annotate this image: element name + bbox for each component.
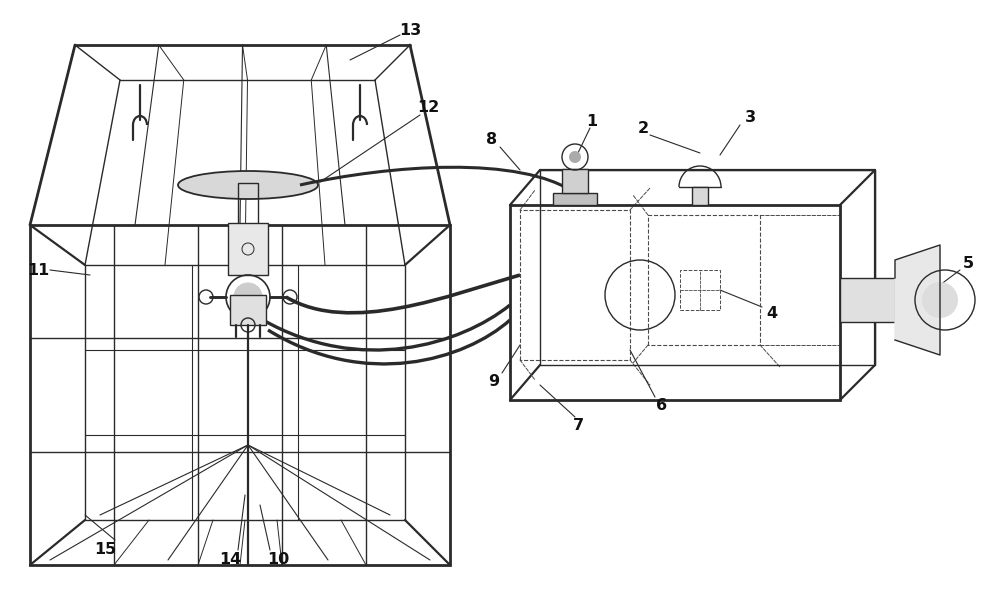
Bar bbox=[238, 183, 258, 225]
Circle shape bbox=[234, 283, 262, 311]
Text: 8: 8 bbox=[486, 132, 498, 146]
Text: 3: 3 bbox=[744, 109, 756, 124]
Text: 13: 13 bbox=[399, 23, 421, 38]
Bar bbox=[510, 205, 840, 400]
Text: 11: 11 bbox=[27, 263, 49, 277]
Text: 12: 12 bbox=[417, 100, 439, 114]
Bar bbox=[680, 270, 720, 310]
Text: 4: 4 bbox=[766, 306, 778, 320]
Bar bbox=[562, 169, 588, 193]
Bar bbox=[692, 187, 708, 205]
Bar bbox=[540, 170, 875, 365]
Text: 10: 10 bbox=[267, 552, 289, 568]
Text: 5: 5 bbox=[962, 255, 974, 271]
Text: 1: 1 bbox=[586, 114, 598, 129]
Text: 15: 15 bbox=[94, 542, 116, 558]
Circle shape bbox=[922, 282, 958, 318]
Text: 7: 7 bbox=[572, 418, 584, 432]
Text: 6: 6 bbox=[656, 397, 668, 413]
Ellipse shape bbox=[178, 171, 318, 199]
Bar bbox=[228, 223, 268, 275]
Bar bbox=[840, 278, 895, 322]
Bar bbox=[230, 295, 266, 325]
Text: 2: 2 bbox=[637, 121, 649, 135]
Text: 14: 14 bbox=[219, 552, 241, 568]
Polygon shape bbox=[895, 245, 940, 355]
Bar bbox=[553, 193, 597, 205]
Text: 9: 9 bbox=[488, 373, 500, 389]
Bar bbox=[30, 225, 450, 565]
Bar bbox=[85, 265, 405, 520]
Circle shape bbox=[569, 151, 581, 163]
